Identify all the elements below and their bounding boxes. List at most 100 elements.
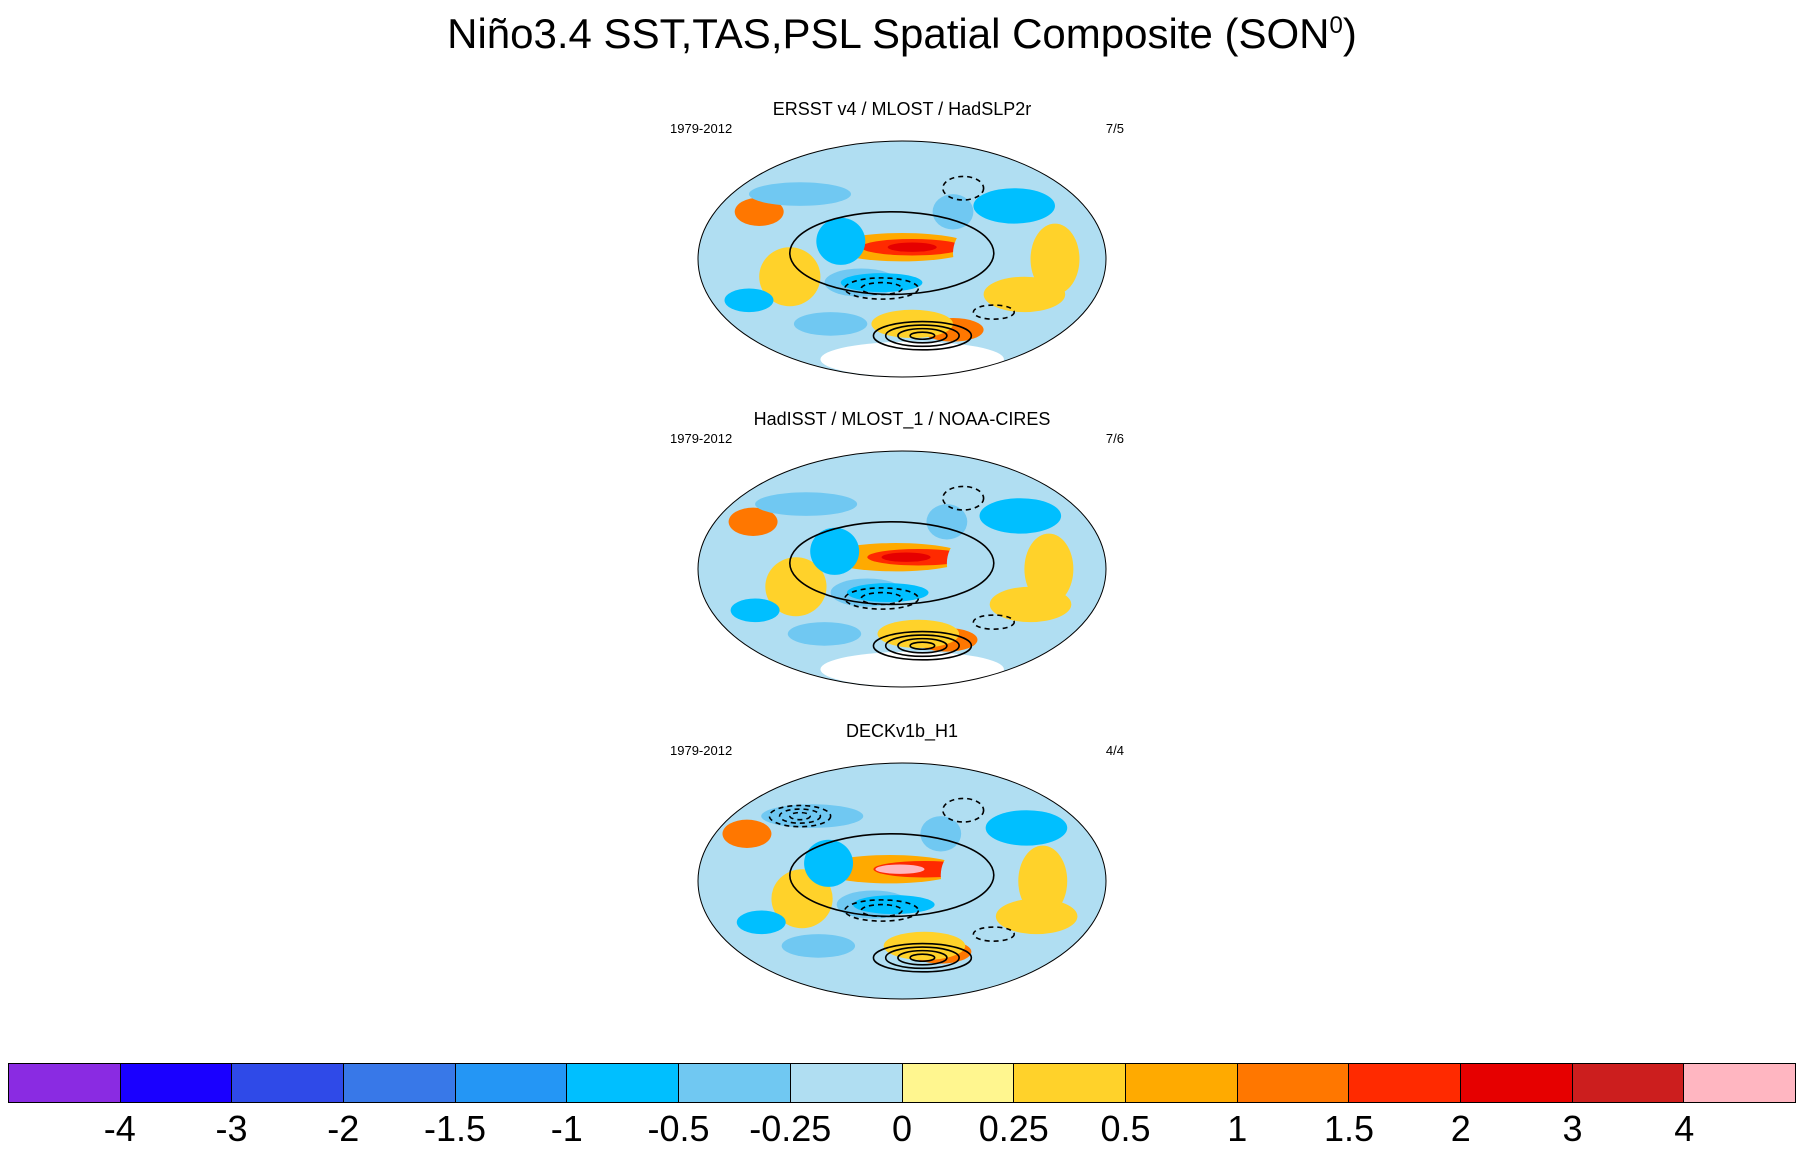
colorbar-tick-label: 3 (1562, 1108, 1583, 1149)
anomaly-region (940, 839, 1023, 911)
anomaly-region (755, 492, 858, 516)
chart-title: Niño3.4 SST,TAS,PSL Spatial Composite (S… (0, 10, 1804, 58)
anomaly-region (728, 507, 778, 536)
shading-layer (722, 804, 1078, 964)
psl-contour-positive (897, 327, 948, 344)
colorbar-tick-label: 0 (891, 1108, 913, 1149)
colorbar-tick-label: 1 (1227, 1108, 1248, 1149)
anomaly-region (722, 819, 772, 848)
panel-period: 1979-2012 (670, 431, 733, 446)
psl-contour-negative (972, 304, 1015, 320)
colorbar-box (1014, 1064, 1126, 1102)
map-panel-3: DECKv1b_H1 1979-2012 4/4 (660, 721, 1144, 1036)
contour-layer (768, 797, 1015, 973)
anomaly-region (973, 188, 1055, 224)
psl-contour-negative (768, 804, 832, 828)
chart-title-superscript: 0 (1329, 12, 1343, 39)
anomaly-region (793, 312, 868, 336)
anomaly-region (749, 182, 851, 206)
colorbar-tick-label: 1.5 (1323, 1108, 1375, 1149)
colorbar-box (1572, 1064, 1685, 1102)
colorbar-labels: -4 -3 -2 -1.5 -1 -0.5 -0.25 0 0.25 0.5 1 1.5 2 3 4 (8, 1108, 1796, 1149)
anomaly-region (765, 557, 827, 617)
colorbar (8, 1063, 1796, 1103)
anomaly-region (1030, 223, 1080, 295)
psl-contour-positive (789, 211, 995, 296)
anomaly-region (985, 810, 1068, 846)
psl-contour-positive (872, 942, 973, 973)
panel-period: 1979-2012 (670, 743, 733, 758)
psl-contour-negative (942, 175, 985, 201)
colorbar-box (902, 1064, 1015, 1102)
psl-contour-negative (844, 587, 920, 610)
colorbar-box (567, 1064, 680, 1102)
contour-layer (789, 485, 1015, 661)
anomaly-region (932, 194, 974, 230)
anomaly-region (736, 910, 786, 935)
missing-data-region (820, 651, 1004, 687)
chart-title-close: ) (1342, 10, 1357, 57)
colorbar-tick-label: 2 (1450, 1108, 1471, 1149)
global-map (697, 450, 1107, 688)
anomaly-region (730, 598, 780, 623)
anomaly-region (871, 309, 953, 339)
panel-title: ERSST v4 / MLOST / HadSLP2r (772, 99, 1032, 119)
chart-title-text: Niño3.4 SST,TAS,PSL Spatial Composite (S… (447, 10, 1330, 57)
psl-contour-positive (909, 641, 936, 651)
colorbar-box (120, 1064, 233, 1102)
colorbar-box (9, 1064, 121, 1102)
colorbar-tick-label: -3 (215, 1108, 248, 1149)
map-border (697, 450, 1107, 688)
psl-contour-positive (884, 324, 960, 348)
colorbar-box (232, 1064, 345, 1102)
psl-contour-negative (789, 811, 812, 821)
psl-contour-negative (844, 277, 920, 300)
map-border (697, 762, 1107, 1000)
global-map (697, 762, 1107, 1000)
anomaly-region (979, 498, 1062, 534)
psl-contour-positive (897, 949, 948, 966)
anomaly-region (816, 217, 866, 265)
anomaly-region (920, 816, 962, 852)
map-panel-2: HadISST / MLOST_1 / NOAA-CIRES 1979-2012… (660, 409, 1144, 719)
colorbar-box (455, 1064, 568, 1102)
missing-data-region (820, 341, 1004, 377)
psl-contour-negative (778, 808, 822, 824)
colorbar-tick-label: -4 (103, 1108, 136, 1149)
colorbar-tick-label: 4 (1674, 1108, 1695, 1149)
panel-title: DECKv1b_H1 (845, 721, 959, 741)
anomaly-region (781, 934, 856, 958)
panel-period: 1979-2012 (670, 121, 733, 136)
colorbar-tick-label: -1 (550, 1108, 583, 1149)
psl-contour-negative (972, 926, 1015, 942)
anomaly-region (881, 552, 931, 562)
anomaly-region (787, 622, 862, 646)
panel-title: HadISST / MLOST_1 / NOAA-CIRES (753, 409, 1051, 429)
anomaly-region (1024, 533, 1074, 605)
panel-ratio: 4/4 (1105, 743, 1124, 758)
anomaly-region (946, 527, 1029, 599)
colorbar-tick-label: -0.5 (647, 1108, 710, 1149)
colorbar-tick-label: -1.5 (423, 1108, 487, 1149)
colorbar-box (679, 1064, 791, 1102)
psl-contour-positive (884, 946, 960, 970)
colorbar-tick-label: 0.25 (978, 1108, 1049, 1149)
anomaly-region (724, 288, 774, 313)
global-map (697, 140, 1107, 378)
anomaly-region (875, 864, 925, 874)
psl-contour-negative (942, 485, 985, 511)
anomaly-region (804, 839, 854, 887)
colorbar-tick-label: -2 (327, 1108, 360, 1149)
anomaly-region (759, 247, 821, 307)
map-border (697, 140, 1107, 378)
colorbar-box (1237, 1064, 1350, 1102)
psl-contour-positive (909, 953, 936, 963)
colorbar-box (1349, 1064, 1461, 1102)
colorbar-tick-label: -0.25 (749, 1108, 832, 1149)
colorbar-box (1125, 1064, 1238, 1102)
shading-layer (728, 492, 1074, 687)
shading-layer (724, 182, 1080, 377)
psl-contour-positive (789, 521, 995, 606)
panel-ratio: 7/5 (1105, 121, 1124, 136)
contour-layer (789, 175, 1015, 351)
